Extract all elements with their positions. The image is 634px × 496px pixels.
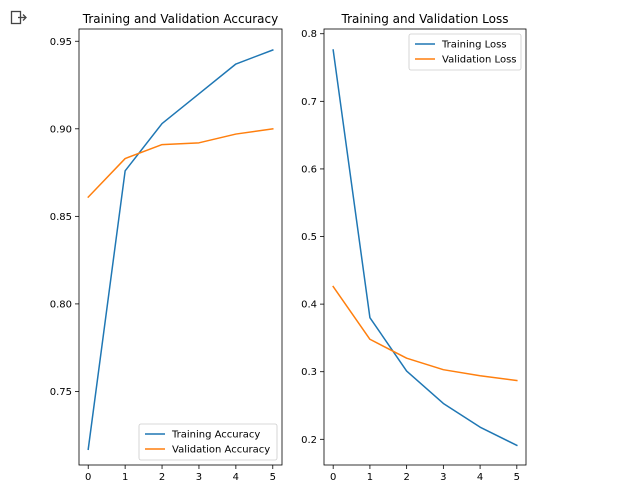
output-redirect-icon[interactable] <box>10 10 28 26</box>
y-tick-label: 0.8 <box>301 29 317 40</box>
x-tick-label: 2 <box>403 472 409 483</box>
x-tick-label: 0 <box>85 472 91 483</box>
series-line-validation-loss <box>332 285 518 382</box>
x-tick-label: 3 <box>196 472 202 483</box>
legend: Training Loss Validation Loss <box>408 33 522 71</box>
x-tick-label: 4 <box>233 472 239 483</box>
chart-title: Training and Validation Accuracy <box>82 12 278 26</box>
y-tick-label: 0.6 <box>301 164 317 175</box>
x-tick-label: 2 <box>159 472 165 483</box>
y-tick-label: 0.3 <box>301 367 317 378</box>
y-tick-label: 0.2 <box>301 435 317 446</box>
y-tick-label: 0.80 <box>50 299 72 310</box>
y-tick-label: 0.85 <box>50 212 72 223</box>
y-tick-label: 0.90 <box>50 124 72 135</box>
y-tick-label: 0.5 <box>301 232 317 243</box>
x-tick-label: 1 <box>367 472 373 483</box>
axes-frame <box>323 28 527 466</box>
accuracy-chart: Training and Validation Accuracy 0.75 0.8… <box>50 12 283 483</box>
x-tick-label: 5 <box>514 472 520 483</box>
x-tick-label: 4 <box>477 472 483 483</box>
y-tick-label: 0.95 <box>50 37 72 48</box>
y-tick-label: 0.7 <box>301 97 317 108</box>
legend-label: Training Loss <box>441 40 507 51</box>
y-tick-label: 0.4 <box>301 300 317 311</box>
legend-label: Validation Accuracy <box>172 445 270 456</box>
x-tick-label: 3 <box>440 472 446 483</box>
series-line-training-accuracy <box>87 49 274 451</box>
loss-chart: Training and Validation Loss 0.2 0.3 0.4 0.… <box>301 12 527 483</box>
legend-label: Validation Loss <box>442 55 517 66</box>
legend-box <box>408 33 522 71</box>
legend: Training Accuracy Validation Accuracy <box>138 423 278 461</box>
series-line-training-loss <box>332 49 518 447</box>
axes-frame <box>78 28 283 466</box>
series-line-validation-accuracy <box>87 127 274 199</box>
x-tick-label: 1 <box>122 472 128 483</box>
x-tick-label: 5 <box>270 472 276 483</box>
chart-title: Training and Validation Loss <box>341 12 509 26</box>
legend-box <box>138 423 278 461</box>
legend-label: Training Accuracy <box>171 430 260 441</box>
x-tick-label: 0 <box>330 472 336 483</box>
y-tick-label: 0.75 <box>50 387 72 398</box>
